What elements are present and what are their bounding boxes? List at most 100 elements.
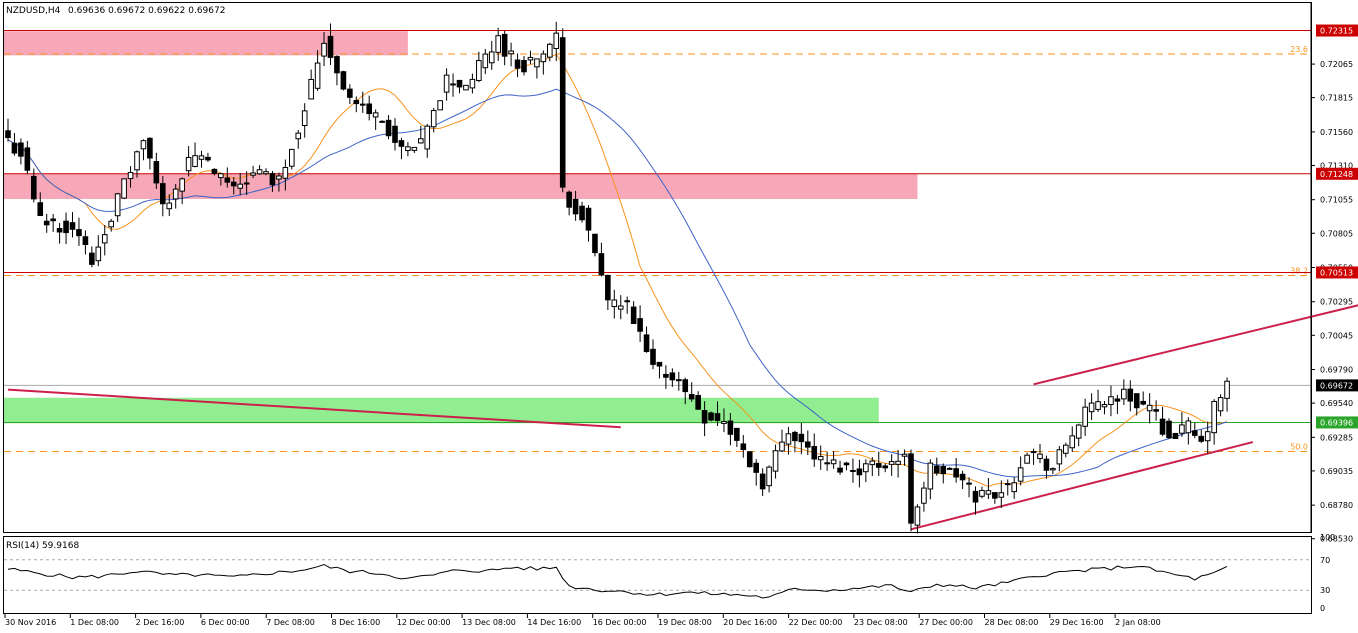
- chart-header-symbol: NZDUSD,H4: [6, 6, 61, 16]
- candle: [985, 478, 992, 500]
- candle-body: [508, 50, 514, 55]
- candle-body: [43, 220, 50, 226]
- candle-body: [521, 60, 527, 73]
- candle: [669, 368, 676, 387]
- candle: [301, 103, 308, 138]
- candle-body: [488, 51, 495, 64]
- candle-body: [411, 146, 418, 151]
- candle: [1004, 479, 1011, 496]
- candle-body: [76, 229, 82, 237]
- candle: [224, 167, 231, 188]
- candle-body: [921, 487, 927, 504]
- candle-body: [734, 427, 740, 441]
- candle-body: [82, 236, 89, 246]
- candle: [598, 242, 605, 277]
- candle: [772, 444, 779, 479]
- candle: [1050, 467, 1056, 475]
- candle-body: [559, 37, 566, 188]
- candle: [218, 172, 224, 186]
- candle: [263, 168, 269, 176]
- candle: [134, 150, 140, 178]
- fib-label-38.2: 38.2: [1290, 267, 1308, 276]
- candle-body: [24, 147, 31, 171]
- candle: [643, 326, 650, 353]
- candle-body: [1095, 401, 1101, 410]
- candle: [63, 212, 69, 245]
- candle-body: [263, 171, 269, 175]
- candle: [185, 146, 192, 177]
- candle-body: [1043, 458, 1050, 471]
- candle-body: [1159, 418, 1166, 435]
- candle-body: [237, 183, 243, 189]
- candle-body: [89, 252, 95, 265]
- candle-body: [895, 460, 901, 465]
- trendlines-layer: [7, 304, 1358, 531]
- candle-body: [211, 168, 218, 174]
- candle-body: [269, 173, 276, 186]
- candle-body: [514, 59, 521, 69]
- candle: [701, 401, 708, 437]
- candle-body: [121, 178, 127, 199]
- fib-label-50.0: 50.0: [1290, 442, 1308, 451]
- candle: [663, 365, 669, 389]
- candle: [160, 176, 166, 217]
- candle-body: [18, 142, 24, 157]
- candle: [282, 159, 289, 191]
- candle-body: [1030, 451, 1037, 454]
- candle: [824, 451, 830, 471]
- candle: [592, 233, 598, 257]
- candle-body: [192, 155, 198, 167]
- candle-body: [592, 233, 598, 254]
- candle-body: [998, 492, 1005, 498]
- candle-body: [759, 473, 766, 490]
- candle: [1153, 400, 1159, 421]
- candle-body: [450, 83, 456, 86]
- price-tick-label: 0.72065: [1320, 60, 1353, 69]
- candle: [1056, 446, 1063, 472]
- candle-body: [708, 412, 714, 421]
- candle: [908, 449, 914, 532]
- price-tick-label: 0.71560: [1320, 128, 1353, 137]
- candle: [1211, 399, 1217, 445]
- candle-body: [830, 459, 837, 465]
- candle: [327, 23, 334, 65]
- zones-layer: [4, 31, 918, 424]
- price-tick-label: 0.68530: [1320, 535, 1353, 544]
- candle-body: [224, 177, 231, 183]
- candle: [5, 118, 11, 142]
- candle-body: [1063, 444, 1069, 454]
- candle: [1185, 417, 1192, 445]
- candle: [418, 125, 424, 144]
- candle-body: [785, 433, 792, 445]
- support-zone-2: [4, 397, 879, 424]
- candle: [837, 460, 843, 475]
- candle: [24, 140, 31, 175]
- candle: [863, 459, 869, 483]
- candle-body: [50, 218, 56, 222]
- price-level-badge-bg: [1316, 416, 1358, 429]
- candle: [430, 107, 437, 133]
- ma-slow-line: [7, 88, 1228, 478]
- candle: [566, 190, 572, 216]
- candle-body: [1037, 453, 1043, 460]
- candle: [875, 451, 882, 476]
- candle-body: [327, 35, 334, 58]
- candle: [495, 27, 501, 61]
- candle: [353, 96, 360, 113]
- time-tick-label: 7 Dec 08:00: [266, 618, 315, 627]
- candle-body: [501, 33, 508, 57]
- candle-body: [643, 334, 650, 353]
- candle: [314, 50, 321, 91]
- price-tick-label: 0.71310: [1320, 161, 1353, 170]
- candle: [888, 454, 895, 476]
- candle: [347, 84, 353, 105]
- current-price-badge: 0.69672: [1316, 379, 1358, 392]
- candle: [1114, 394, 1121, 414]
- candle-body: [127, 172, 134, 180]
- candle-body: [746, 451, 753, 468]
- candle-body: [869, 460, 876, 466]
- price-level-badge-bg: [1316, 167, 1358, 180]
- candle-body: [566, 191, 572, 208]
- moving-averages-layer: [7, 53, 1228, 488]
